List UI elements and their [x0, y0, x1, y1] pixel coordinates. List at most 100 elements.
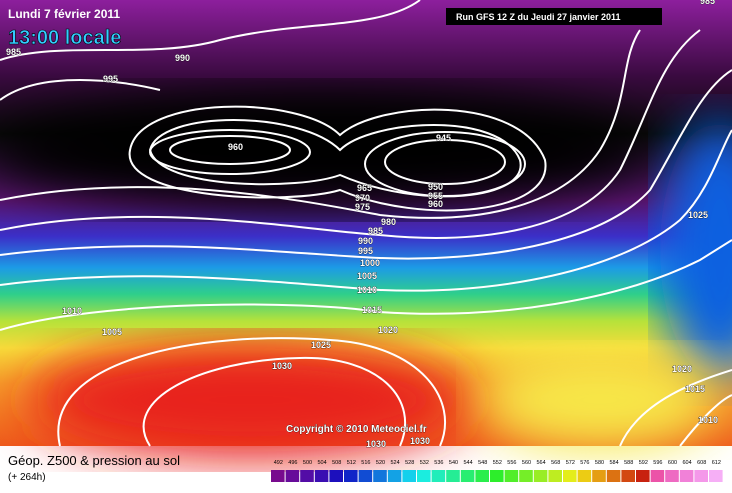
isobar-label: 1030	[366, 439, 386, 449]
scale-swatch	[285, 470, 300, 482]
scale-swatch	[709, 470, 723, 482]
scale-label: 524	[391, 460, 400, 466]
isobar-label: 985	[700, 0, 715, 6]
scale-swatch	[431, 470, 446, 482]
scale-swatch	[563, 470, 577, 482]
isobar-label: 1030	[272, 361, 292, 371]
scale-label: 592	[639, 460, 648, 466]
map: 9859909959609459659709759509559609809859…	[0, 0, 732, 460]
scale-swatch	[475, 470, 489, 482]
copyright: Copyright © 2010 Meteociel.fr	[286, 424, 427, 435]
scale-swatch	[548, 470, 562, 482]
scale-label: 536	[434, 460, 443, 466]
scale-label: 500	[303, 460, 312, 466]
scale-swatch	[592, 470, 606, 482]
scale-label: 520	[376, 460, 385, 466]
scale-swatch	[387, 470, 402, 482]
scale-label: 608	[697, 460, 706, 466]
color-scale: 492 496 500 504 508 512 516 520 524 528 532 536 540 5…	[271, 460, 723, 482]
isobar-label: 1030	[410, 436, 430, 446]
scale-swatch	[519, 470, 533, 482]
isobar-label: 1020	[378, 325, 398, 335]
scale-swatch	[665, 470, 679, 482]
isobar-labels: 9859909959609459659709759509559609809859…	[6, 0, 719, 449]
run: Run GFS 12 Z du Jeudi 27 janvier 2011	[456, 12, 621, 22]
isobars	[0, 0, 732, 446]
scale-swatch	[373, 470, 387, 482]
scale-swatch	[606, 470, 621, 482]
scale-label: 540	[449, 460, 458, 466]
scale-label: 596	[653, 460, 662, 466]
isobar-label: 960	[228, 142, 243, 152]
scale-swatch	[490, 470, 504, 482]
isobar-label: 995	[103, 74, 118, 84]
scale-label: 496	[288, 460, 297, 466]
isobar-label: 955	[428, 191, 443, 201]
cold	[660, 120, 732, 380]
scale-swatch	[679, 470, 694, 482]
scale-label: 508	[332, 460, 341, 466]
isobar-label: 1010	[62, 306, 82, 316]
scale-label: 604	[683, 460, 692, 466]
isobar-label: 975	[355, 202, 370, 212]
scale-label: 612	[712, 460, 721, 466]
scale-swatch	[271, 470, 285, 482]
isobar-label: 945	[436, 133, 451, 143]
legend-lead: (+ 264h)	[8, 472, 46, 483]
date: Lundi 7 février 2011	[8, 7, 120, 21]
isobar-label: 970	[355, 193, 370, 203]
scale-swatch	[344, 470, 358, 482]
isobar-label: 990	[358, 236, 373, 246]
scale-label: 552	[493, 460, 502, 466]
scale-label: 516	[361, 460, 370, 466]
scale-swatch	[694, 470, 708, 482]
scale-swatch	[636, 470, 650, 482]
isobar-label: 1005	[357, 271, 377, 281]
run-box	[446, 8, 662, 25]
scale-label: 588	[624, 460, 633, 466]
scale-label: 560	[522, 460, 531, 466]
high	[30, 340, 470, 460]
scale-label: 576	[580, 460, 589, 466]
scale-label: 532	[420, 460, 429, 466]
legend-title: Géop. Z500 & pression au sol	[8, 453, 180, 468]
time: 13:00 locale	[8, 27, 121, 49]
isobar-label: 1010	[698, 415, 718, 425]
scale-label: 528	[405, 460, 414, 466]
isobar-label: 995	[358, 246, 373, 256]
scale-swatch	[417, 470, 431, 482]
isobar-label: 1020	[672, 364, 692, 374]
isobar-label: 985	[368, 226, 383, 236]
scale-label: 600	[668, 460, 677, 466]
scale-swatch	[504, 470, 519, 482]
scale-label: 564	[537, 460, 546, 466]
scale-swatch	[621, 470, 635, 482]
scale-label: 548	[478, 460, 487, 466]
isobar-label: 1025	[688, 210, 708, 220]
isobar-label: 1015	[362, 305, 382, 315]
scale-label: 584	[610, 460, 619, 466]
scale-swatch	[402, 470, 416, 482]
scale-swatch	[329, 470, 343, 482]
scale-swatch	[358, 470, 373, 482]
isobar-label: 1010	[357, 285, 377, 295]
scale-swatch	[446, 470, 460, 482]
isobar-label: 960	[428, 199, 443, 209]
scale-label: 572	[566, 460, 575, 466]
scale-swatch	[650, 470, 665, 482]
scale-swatch	[533, 470, 548, 482]
isobar-label: 1005	[102, 327, 122, 337]
warm	[480, 350, 720, 450]
scale-label: 556	[507, 460, 516, 466]
isobar-label: 1025	[311, 340, 331, 350]
scale-label: 568	[551, 460, 560, 466]
isobar-label: 1000	[360, 258, 380, 268]
isobar-label: 965	[357, 183, 372, 193]
isobar-label: 990	[175, 53, 190, 63]
scale-label: 544	[464, 460, 473, 466]
isobar-label: 980	[381, 217, 396, 227]
scale-label: 504	[318, 460, 327, 466]
isobar-label: 950	[428, 182, 443, 192]
scale-swatch	[460, 470, 475, 482]
